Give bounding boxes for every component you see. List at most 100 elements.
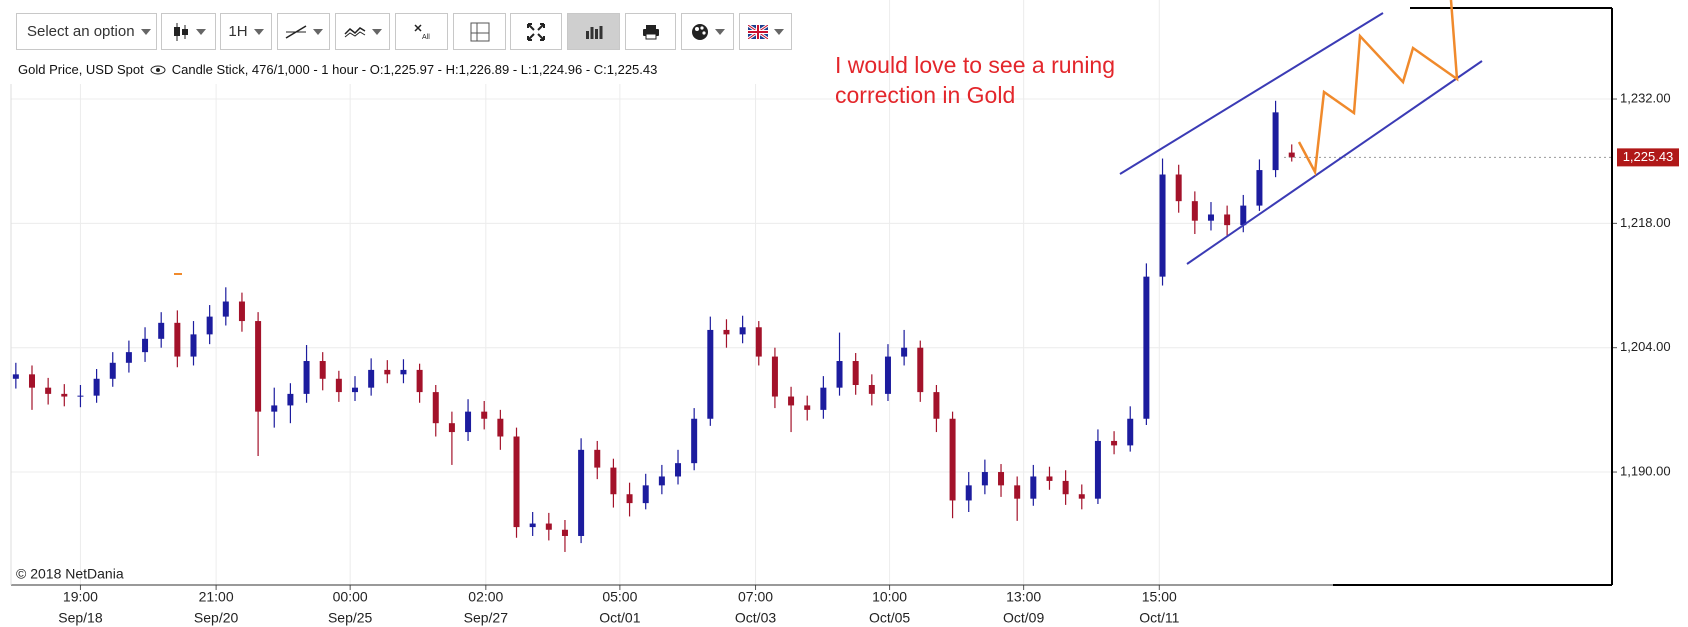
eye-icon[interactable] <box>150 65 166 75</box>
candle-body <box>868 384 875 394</box>
candle-body <box>594 449 601 468</box>
last-price-label: 1,225.43 <box>1623 149 1674 164</box>
candle-body <box>368 369 375 388</box>
candle-body <box>723 329 730 335</box>
candle-body <box>400 369 407 375</box>
candle-body <box>416 369 423 393</box>
x-tick-date: Sep/20 <box>194 610 239 626</box>
candle-body <box>1272 112 1279 171</box>
candle-body <box>1159 174 1166 277</box>
projection-zigzag <box>1297 0 1459 177</box>
candle-body <box>497 418 504 437</box>
svg-text:All: All <box>422 33 430 40</box>
candle-body <box>642 485 649 504</box>
candle-body <box>319 361 326 379</box>
candle-body <box>771 356 778 397</box>
channel-lower <box>1186 60 1483 265</box>
x-tick-date: Sep/27 <box>464 610 509 626</box>
x-tick-date: Oct/11 <box>1139 610 1179 626</box>
x-tick-label: 21:00 <box>199 589 234 605</box>
candle-body <box>884 356 891 394</box>
last-price-box <box>1617 148 1679 167</box>
candle-body <box>238 301 245 322</box>
instrument-info: Gold Price, USD Spot Candle Stick, 476/1… <box>18 62 657 77</box>
x-tick-label: 10:00 <box>872 589 907 605</box>
crosshair-icon <box>470 22 489 41</box>
candles <box>12 100 1295 552</box>
print-icon <box>642 24 659 39</box>
candle-body <box>93 378 100 396</box>
candle-body <box>513 436 520 528</box>
y-tick-label: 1,232.00 <box>1620 90 1671 105</box>
candle-body <box>707 329 714 419</box>
clear-icon: All <box>413 23 430 40</box>
candle-body <box>28 374 35 388</box>
option-select-label: Select an option <box>27 23 135 40</box>
candle-body <box>981 472 988 486</box>
candle-body <box>255 321 262 412</box>
candle-body <box>335 378 342 393</box>
candle-body <box>1143 276 1150 419</box>
fullscreen-icon <box>527 22 545 41</box>
candle-body <box>287 393 294 406</box>
interval-select[interactable]: 1H <box>220 13 272 50</box>
candle-body <box>1062 480 1069 495</box>
interval-label: 1H <box>228 23 248 40</box>
candle-body <box>222 301 229 317</box>
candle-body <box>384 369 391 375</box>
candle-body <box>836 361 843 388</box>
candle-body <box>1030 476 1037 499</box>
chart-type-button[interactable] <box>161 13 216 50</box>
instrument-name: Gold Price, USD Spot <box>18 62 144 77</box>
x-tick-date: Sep/18 <box>58 610 103 626</box>
candle-body <box>158 322 165 339</box>
print-button[interactable] <box>625 13 676 50</box>
crosshair-button[interactable] <box>453 13 506 50</box>
candle-body <box>949 418 956 501</box>
candle-body <box>545 523 552 530</box>
x-tick-date: Sep/25 <box>328 610 373 626</box>
candle-body <box>1207 214 1214 221</box>
candle-body <box>465 411 472 433</box>
y-tick-label: 1,218.00 <box>1620 215 1671 230</box>
candle-body <box>1175 174 1182 202</box>
option-select[interactable]: Select an option <box>16 13 157 50</box>
candle-body <box>626 494 633 504</box>
candle-body <box>206 316 213 335</box>
x-tick-label: 07:00 <box>738 589 773 605</box>
candle-body <box>142 338 149 353</box>
candle-info: Candle Stick, 476/1,000 - 1 hour - O:1,2… <box>171 62 658 77</box>
color-theme-button[interactable] <box>681 13 734 50</box>
volume-button[interactable] <box>567 13 620 50</box>
candle-body <box>77 395 84 397</box>
language-button[interactable] <box>739 13 792 50</box>
y-tick-label: 1,204.00 <box>1620 339 1671 354</box>
x-tick-date: Oct/05 <box>869 610 910 626</box>
candle-body <box>61 393 68 397</box>
draw-line-button[interactable] <box>277 13 330 50</box>
candle-body <box>12 374 19 379</box>
indicator-button[interactable] <box>335 13 390 50</box>
candle-body <box>352 387 359 393</box>
fullscreen-button[interactable] <box>510 13 562 50</box>
candle-body <box>901 347 908 357</box>
candle-body <box>271 405 278 412</box>
candle-body <box>788 396 795 406</box>
candle-icon <box>173 22 188 41</box>
candle-body <box>1046 476 1053 481</box>
y-tick-label: 1,190.00 <box>1620 463 1671 478</box>
candle-body <box>965 485 972 501</box>
palette-icon <box>691 23 708 40</box>
candle-body <box>448 423 455 433</box>
line-icon <box>285 24 306 39</box>
candle-body <box>432 392 439 424</box>
clear-all-button[interactable]: All <box>395 13 448 50</box>
indicator-icon <box>343 26 365 37</box>
candle-body <box>45 387 52 394</box>
x-tick-label: 13:00 <box>1006 589 1041 605</box>
candle-body <box>1240 205 1247 226</box>
candle-body <box>1224 214 1231 226</box>
candle-body <box>1288 152 1295 158</box>
